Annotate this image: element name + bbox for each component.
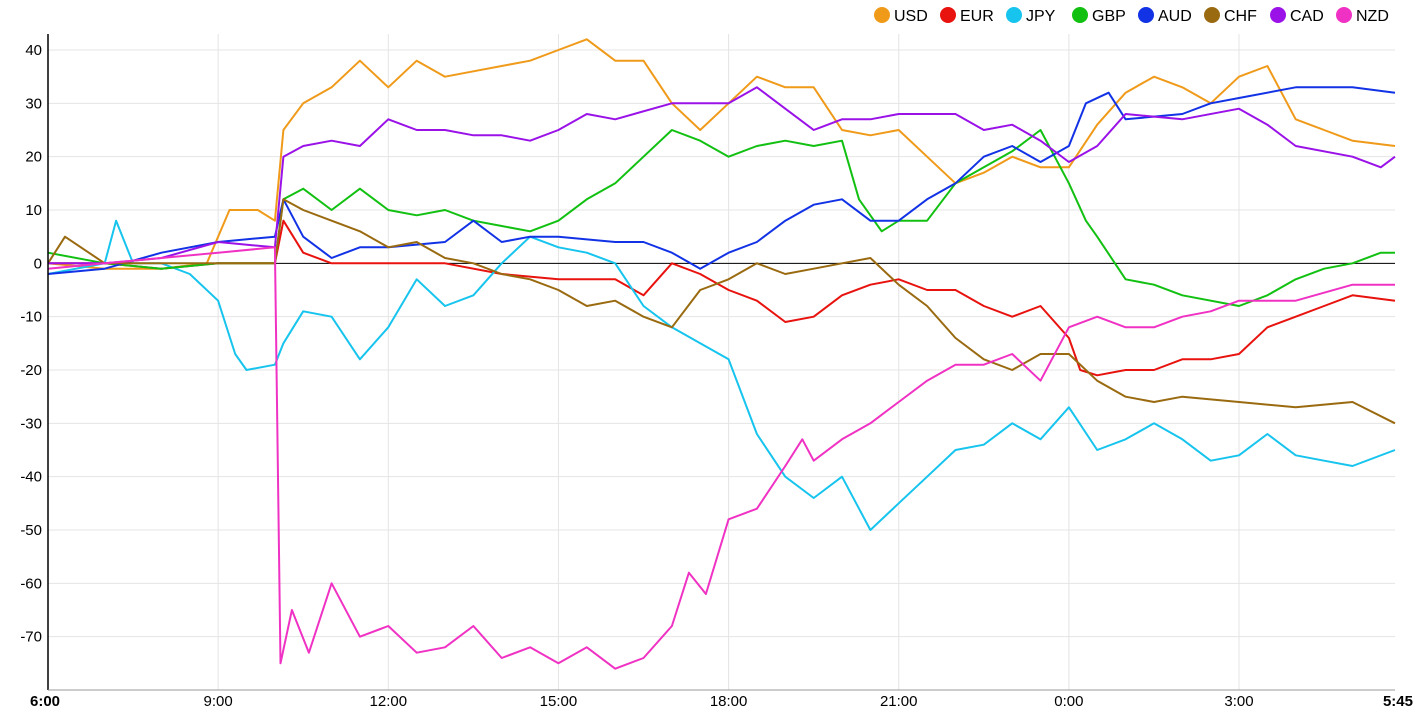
y-tick-label: -40 — [20, 469, 42, 486]
x-tick-label: 5:45 — [1383, 693, 1413, 710]
series-line-nzd — [47, 246, 1395, 670]
legend-label-eur: EUR — [960, 8, 994, 25]
y-tick-label: 0 — [34, 255, 42, 272]
legend-swatch-cad — [1270, 7, 1286, 23]
axes — [47, 34, 1395, 691]
x-tick-label: 18:00 — [710, 693, 748, 710]
legend-swatch-aud — [1138, 7, 1154, 23]
x-tick-label: 15:00 — [540, 693, 578, 710]
y-tick-label: 10 — [25, 202, 42, 219]
legend-label-jpy: JPY — [1026, 8, 1056, 25]
y-tick-label: 20 — [25, 149, 42, 166]
series-line-cad — [48, 86, 1396, 265]
legend-swatch-jpy — [1006, 7, 1022, 23]
legend-swatch-chf — [1204, 7, 1220, 23]
legend-label-chf: CHF — [1224, 8, 1257, 25]
series-lines — [47, 38, 1396, 670]
legend-label-aud: AUD — [1158, 8, 1192, 25]
y-tick-label: -60 — [20, 575, 42, 592]
x-tick-labels: 6:00 9:00 12:00 15:00 18:00 21:00 0:00 3:00 5:45 — [30, 693, 1413, 710]
legend: USD EUR JPY GBP AUD CHF CAD NZD — [874, 7, 1389, 25]
legend-label-gbp: GBP — [1092, 8, 1126, 25]
legend-swatch-usd — [874, 7, 890, 23]
legend-label-nzd: NZD — [1356, 8, 1389, 25]
series-line-usd — [47, 38, 1396, 270]
series-line-eur — [48, 219, 1396, 377]
y-tick-label: -10 — [20, 309, 42, 326]
legend-swatch-gbp — [1072, 7, 1088, 23]
x-tick-label: 21:00 — [880, 693, 918, 710]
y-tick-label: -30 — [20, 415, 42, 432]
series-line-jpy — [47, 219, 1396, 531]
x-tick-label: 0:00 — [1054, 693, 1083, 710]
y-tick-label: -50 — [20, 522, 42, 539]
y-tick-label: 40 — [25, 42, 42, 59]
x-tick-label: 3:00 — [1224, 693, 1253, 710]
legend-label-usd: USD — [894, 8, 928, 25]
x-tick-label: 12:00 — [370, 693, 408, 710]
legend-label-cad: CAD — [1290, 8, 1324, 25]
grid — [48, 34, 1395, 690]
y-tick-labels: 40 30 20 10 0 -10 -20 -30 -40 -50 -60 -70 — [20, 42, 42, 646]
legend-swatch-eur — [940, 7, 956, 23]
x-tick-label: 9:00 — [204, 693, 233, 710]
x-tick-label: 6:00 — [30, 693, 60, 710]
y-tick-label: -20 — [20, 362, 42, 379]
series-line-gbp — [47, 129, 1395, 307]
series-line-chf — [47, 198, 1396, 425]
y-tick-label: 30 — [25, 95, 42, 112]
series-line-aud — [47, 86, 1396, 275]
y-tick-label: -70 — [20, 629, 42, 646]
legend-swatch-nzd — [1336, 7, 1352, 23]
